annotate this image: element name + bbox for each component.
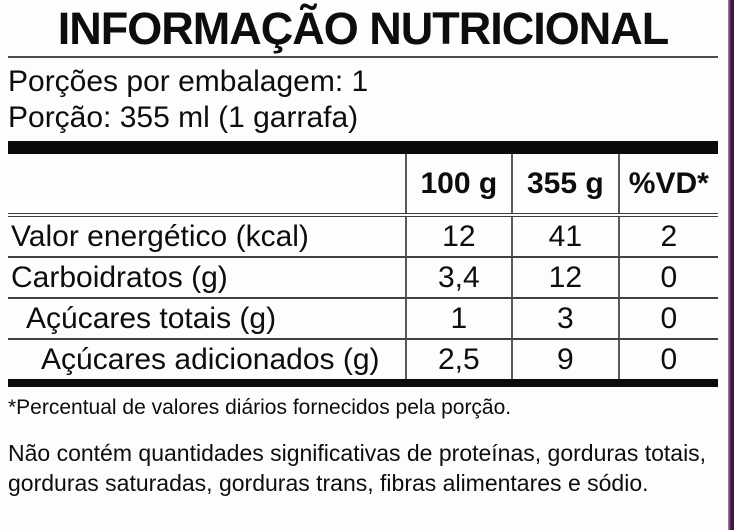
column-header-blank xyxy=(8,154,406,217)
serving-info: Porções por embalagem: 1 Porção: 355 ml … xyxy=(8,64,718,136)
nutrient-name: Valor energético (kcal) xyxy=(8,215,406,258)
table-row: Carboidratos (g) 3,4 12 0 xyxy=(8,257,718,299)
thick-divider-top xyxy=(8,141,718,154)
nutrient-name: Carboidratos (g) xyxy=(8,257,406,299)
table-header-row: 100 g 355 g %VD* xyxy=(8,154,718,217)
accent-border xyxy=(728,0,734,530)
value-per-355g: 3 xyxy=(511,298,619,340)
value-per-100g: 1 xyxy=(404,298,513,340)
label-content: INFORMAÇÃO NUTRICIONAL Porções por embal… xyxy=(8,3,718,496)
value-per-355g: 12 xyxy=(511,257,619,299)
servings-per-package-text: Porções por embalagem: 1 xyxy=(8,65,369,98)
title-divider xyxy=(8,56,718,58)
value-per-100g: 12 xyxy=(404,215,513,258)
page-title: INFORMAÇÃO NUTRICIONAL xyxy=(57,3,669,54)
value-percent-vd: 0 xyxy=(617,298,718,340)
value-per-100g: 2,5 xyxy=(404,339,513,379)
nutrient-name: Açúcares adicionados (g) xyxy=(41,342,380,376)
nutrition-table: 100 g 355 g %VD* Valor energético (kcal)… xyxy=(8,154,718,379)
value-per-100g: 3,4 xyxy=(404,257,513,299)
value-per-355g: 41 xyxy=(511,215,619,258)
thick-divider-bottom xyxy=(8,379,718,387)
value-per-355g: 9 xyxy=(511,339,619,379)
portion-text: Porção: 355 ml (1 garrafa) xyxy=(8,101,359,134)
footnote: *Percentual de valores diários fornecido… xyxy=(8,396,512,419)
value-percent-vd: 2 xyxy=(617,215,718,258)
column-header-vd: %VD* xyxy=(617,154,718,217)
disclaimer: Não contém quantidades significativas de… xyxy=(8,440,707,496)
value-percent-vd: 0 xyxy=(617,339,718,379)
value-percent-vd: 0 xyxy=(617,257,718,299)
table-row: Açúcares adicionados (g) 2,5 9 0 xyxy=(8,339,718,379)
nutrient-name: Açúcares totais (g) xyxy=(8,298,406,340)
table-row: Valor energético (kcal) 12 41 2 xyxy=(8,215,718,258)
table-row: Açúcares totais (g) 1 3 0 xyxy=(8,298,718,340)
column-header-100g: 100 g xyxy=(404,154,513,217)
column-header-355g: 355 g xyxy=(511,154,619,217)
